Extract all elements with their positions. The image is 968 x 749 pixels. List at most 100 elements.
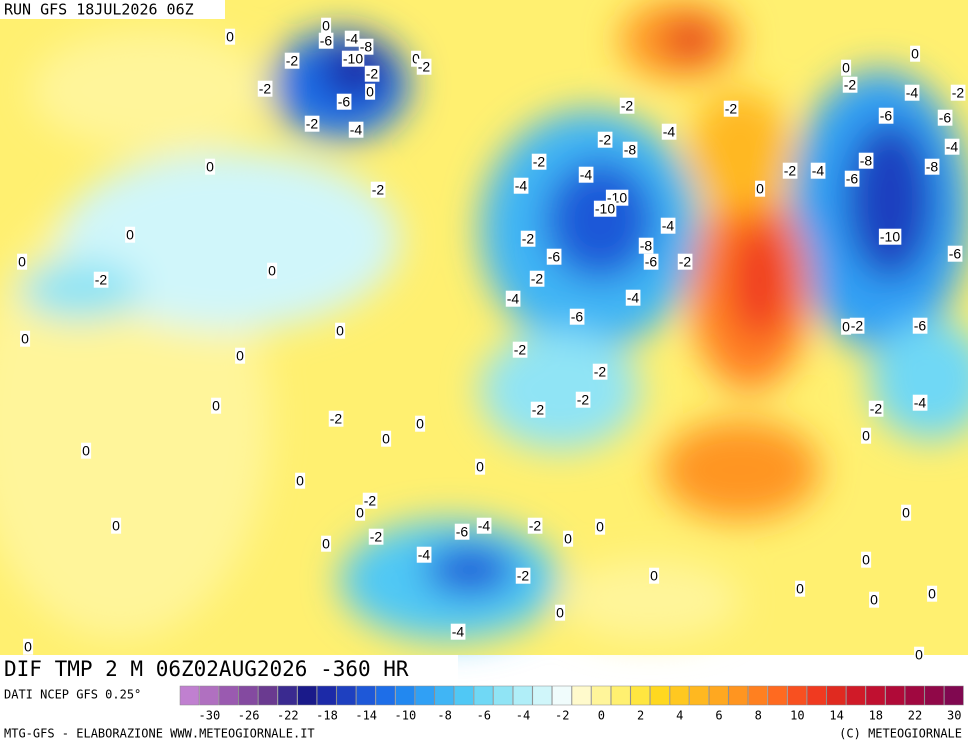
contour-label-bg [723,100,739,117]
contour-label: -6 [645,254,658,270]
contour-label: -8 [860,153,873,169]
legend-tick-label: 4 [676,709,683,723]
contour-label-bg [861,427,872,444]
contour-label-bg [597,131,613,148]
contour-label: -2 [418,59,431,75]
contour-label-bg [904,84,920,101]
contour-label: -6 [949,246,962,262]
map-title: DIF TMP 2 M 06Z02AUG2026 -360 HR [4,657,409,681]
contour-label: 0 [126,227,134,243]
contour-label-bg [578,166,594,183]
legend-swatch [591,685,611,706]
contour-label-bg [381,430,392,447]
legend-tick-label: 0 [598,709,605,723]
contour-label: 0 [226,29,234,45]
contour-label-bg [914,646,925,663]
contour-label-bg [321,535,332,552]
legend-swatch [552,685,572,706]
contour-label-bg [364,65,380,82]
contour-label: 0 [336,323,344,339]
contour-label: -6 [939,110,952,126]
contour-label: -4 [663,124,676,140]
contour-label-bg [267,262,278,279]
legend-swatch [454,685,474,706]
contour-label: -8 [640,238,653,254]
contour-label-bg [841,318,852,335]
contour-label: 0 [796,581,804,597]
contour-label: -2 [532,402,545,418]
contour-label: -4 [418,547,431,563]
contour-label-bg [625,289,641,306]
contour-label: 0 [476,459,484,475]
contour-label: 0 [416,416,424,432]
contour-label-bg [416,546,432,563]
contour-label: 0 [928,586,936,602]
legend-swatch [532,685,553,706]
contour-label-bg [370,181,386,198]
legend-tick-label: -6 [477,709,491,723]
contour-label-bg [555,604,566,621]
source-label: DATI NCEP GFS 0.25° [4,688,141,702]
contour-label: -2 [870,401,883,417]
contour-label: -4 [662,218,675,234]
contour-label: 0 [650,568,658,584]
contour-label-bg [295,472,306,489]
legend-swatch [748,685,768,706]
contour-label: -4 [452,624,465,640]
contour-label-bg [235,347,246,364]
credit-label: MTG-GFS - ELABORAZIONE WWW.METEOGIORNALE… [4,727,315,741]
contour-label-bg [512,341,528,358]
legend-tick-label: -2 [555,709,569,723]
legend-swatch [806,685,827,706]
contour-label: -10 [343,51,363,67]
contour-label-bg [643,253,659,270]
header-box [0,0,225,19]
contour-label-bg [638,237,654,254]
contour-label-bg [901,504,912,521]
legend-swatch [885,685,905,706]
legend-tick-label: -30 [199,709,221,723]
contour-label-bg [527,517,543,534]
contour-label-bg [619,97,635,114]
legend-tick-label: -18 [316,709,338,723]
temperature-field [0,0,968,655]
contour-label-bg [476,517,492,534]
legend-swatch [630,685,651,706]
contour-label: -2 [577,392,590,408]
contour-label-bg [23,638,34,655]
contour-label: -2 [531,271,544,287]
contour-label-bg [810,162,826,179]
legend-swatch [650,685,670,706]
contour-label: -4 [478,518,491,534]
contour-label: -6 [846,171,859,187]
contour-label: -2 [366,66,379,82]
contour-label-bg [475,458,486,475]
contour-label: -2 [599,132,612,148]
contour-label: -6 [548,249,561,265]
contour-label-bg [755,180,766,197]
legend-swatch [395,685,415,706]
legend-tick-label: -26 [238,709,260,723]
contour-label-bg [454,523,470,540]
legend-tick-label: 6 [715,709,722,723]
contour-label-bg [328,410,344,427]
legend-swatch [767,685,788,706]
contour-label: -2 [514,342,527,358]
contour-label: -2 [95,272,108,288]
contour-label: 0 [82,443,90,459]
contour-label-bg [341,50,365,67]
contour-label-bg [284,52,300,69]
contour-label: 0 [18,254,26,270]
contour-label-bg [569,308,585,325]
contour-label-bg [257,80,273,97]
contour-label-bg [520,230,536,247]
contour-label-bg [912,394,928,411]
contour-label-bg [660,217,676,234]
contour-label: 0 [268,263,276,279]
contour-label: -2 [330,411,343,427]
legend-tick-label: 22 [908,709,922,723]
contour-label-bg [927,585,938,602]
contour-label: -2 [529,518,542,534]
contour-label: 0 [24,639,32,655]
contour-label: 0 [356,505,364,521]
